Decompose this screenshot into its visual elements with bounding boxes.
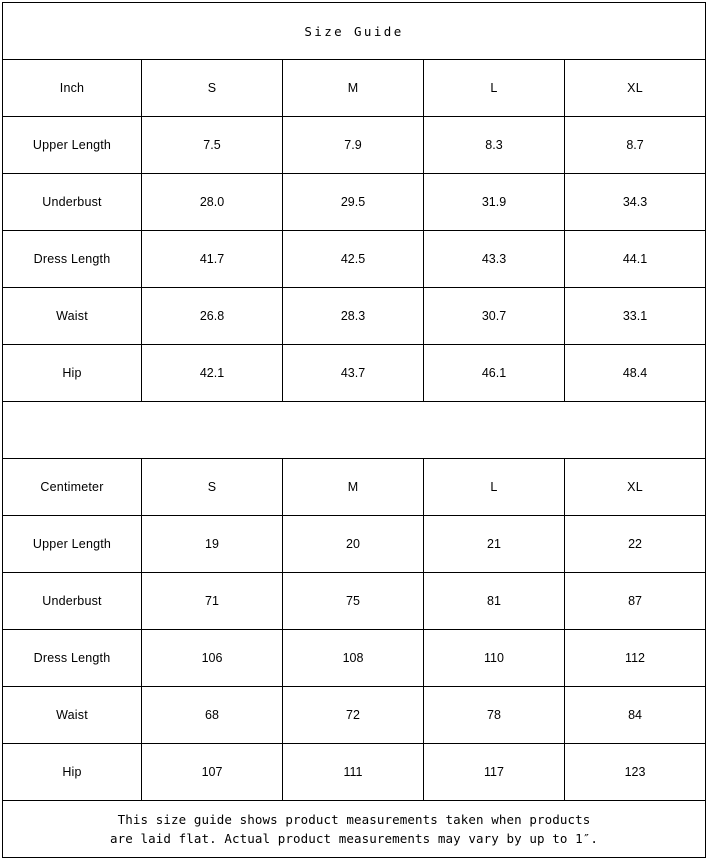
unit-label-inch: Inch	[2, 59, 142, 117]
cell-waist-m-cm: 72	[282, 686, 424, 744]
cell-underbust-s-inch: 28.0	[141, 173, 283, 231]
cell-hip-xl-inch: 48.4	[563, 344, 707, 402]
cell-hip-l-cm: 117	[423, 743, 565, 801]
cell-underbust-l-inch: 31.9	[423, 173, 565, 231]
cell-underbust-l-cm: 81	[423, 572, 565, 630]
row-label-dress-length-cm: Dress Length	[2, 629, 142, 687]
row-label-underbust-cm: Underbust	[2, 572, 142, 630]
cell-underbust-s-cm: 71	[141, 572, 283, 630]
inch-header-row: Inch S M L XL	[2, 59, 707, 117]
row-label-upper-length-cm: Upper Length	[2, 515, 142, 573]
cell-waist-l-cm: 78	[423, 686, 565, 744]
column-header-m-inch: M	[282, 59, 424, 117]
cell-upper-length-m-cm: 20	[282, 515, 424, 573]
row-label-underbust-inch: Underbust	[2, 173, 142, 231]
cell-underbust-m-inch: 29.5	[282, 173, 424, 231]
cell-hip-l-inch: 46.1	[423, 344, 565, 402]
table-row: Upper Length 19 20 21 22	[2, 515, 707, 573]
cell-upper-length-xl-cm: 22	[563, 515, 707, 573]
cell-hip-s-cm: 107	[141, 743, 283, 801]
row-label-waist-inch: Waist	[2, 287, 142, 345]
footer-note: This size guide shows product measuremen…	[1, 800, 707, 858]
cell-dress-length-xl-cm: 112	[563, 629, 707, 687]
column-header-l-cm: L	[423, 458, 565, 516]
centimeter-header-row: Centimeter S M L XL	[2, 458, 707, 516]
page-title: Size Guide	[1, 2, 707, 60]
row-label-upper-length-inch: Upper Length	[2, 116, 142, 174]
column-header-s-cm: S	[141, 458, 283, 516]
cell-upper-length-xl-inch: 8.7	[563, 116, 707, 174]
cell-upper-length-l-cm: 21	[423, 515, 565, 573]
row-label-dress-length-inch: Dress Length	[2, 230, 142, 288]
row-label-hip-inch: Hip	[2, 344, 142, 402]
footer-row: This size guide shows product measuremen…	[1, 800, 707, 858]
cell-waist-s-cm: 68	[141, 686, 283, 744]
cell-waist-xl-inch: 33.1	[563, 287, 707, 345]
section-spacer-row	[1, 401, 707, 459]
table-row: Hip 107 111 117 123	[2, 743, 707, 801]
cell-upper-length-s-inch: 7.5	[141, 116, 283, 174]
column-header-xl-inch: XL	[563, 59, 707, 117]
footer-note-line-1: This size guide shows product measuremen…	[117, 811, 591, 827]
table-row: Dress Length 41.7 42.5 43.3 44.1	[2, 230, 707, 288]
cell-waist-s-inch: 26.8	[141, 287, 283, 345]
cell-dress-length-xl-inch: 44.1	[563, 230, 707, 288]
row-label-waist-cm: Waist	[2, 686, 142, 744]
column-header-s-inch: S	[141, 59, 283, 117]
table-row: Hip 42.1 43.7 46.1 48.4	[2, 344, 707, 402]
table-row: Underbust 71 75 81 87	[2, 572, 707, 630]
cell-dress-length-s-inch: 41.7	[141, 230, 283, 288]
table-row: Waist 68 72 78 84	[2, 686, 707, 744]
cell-dress-length-s-cm: 106	[141, 629, 283, 687]
column-header-xl-cm: XL	[563, 458, 707, 516]
cell-waist-xl-cm: 84	[563, 686, 707, 744]
unit-label-centimeter: Centimeter	[2, 458, 142, 516]
table-row: Waist 26.8 28.3 30.7 33.1	[2, 287, 707, 345]
cell-waist-m-inch: 28.3	[282, 287, 424, 345]
cell-upper-length-s-cm: 19	[141, 515, 283, 573]
cell-upper-length-m-inch: 7.9	[282, 116, 424, 174]
table-row: Upper Length 7.5 7.9 8.3 8.7	[2, 116, 707, 174]
cell-underbust-m-cm: 75	[282, 572, 424, 630]
cell-dress-length-l-cm: 110	[423, 629, 565, 687]
cell-hip-m-cm: 111	[282, 743, 424, 801]
table-row: Underbust 28.0 29.5 31.9 34.3	[2, 173, 707, 231]
cell-hip-m-inch: 43.7	[282, 344, 424, 402]
section-spacer	[1, 401, 707, 459]
cell-dress-length-l-inch: 43.3	[423, 230, 565, 288]
table-row: Dress Length 106 108 110 112	[2, 629, 707, 687]
column-header-l-inch: L	[423, 59, 565, 117]
footer-note-line-2: are laid flat. Actual product measuremen…	[109, 831, 599, 846]
cell-hip-s-inch: 42.1	[141, 344, 283, 402]
cell-hip-xl-cm: 123	[563, 743, 707, 801]
cell-dress-length-m-inch: 42.5	[282, 230, 424, 288]
cell-upper-length-l-inch: 8.3	[423, 116, 565, 174]
column-header-m-cm: M	[282, 458, 424, 516]
cell-underbust-xl-inch: 34.3	[563, 173, 707, 231]
cell-underbust-xl-cm: 87	[563, 572, 707, 630]
title-row: Size Guide	[1, 2, 707, 60]
cell-waist-l-inch: 30.7	[423, 287, 565, 345]
row-label-hip-cm: Hip	[2, 743, 142, 801]
cell-dress-length-m-cm: 108	[282, 629, 424, 687]
